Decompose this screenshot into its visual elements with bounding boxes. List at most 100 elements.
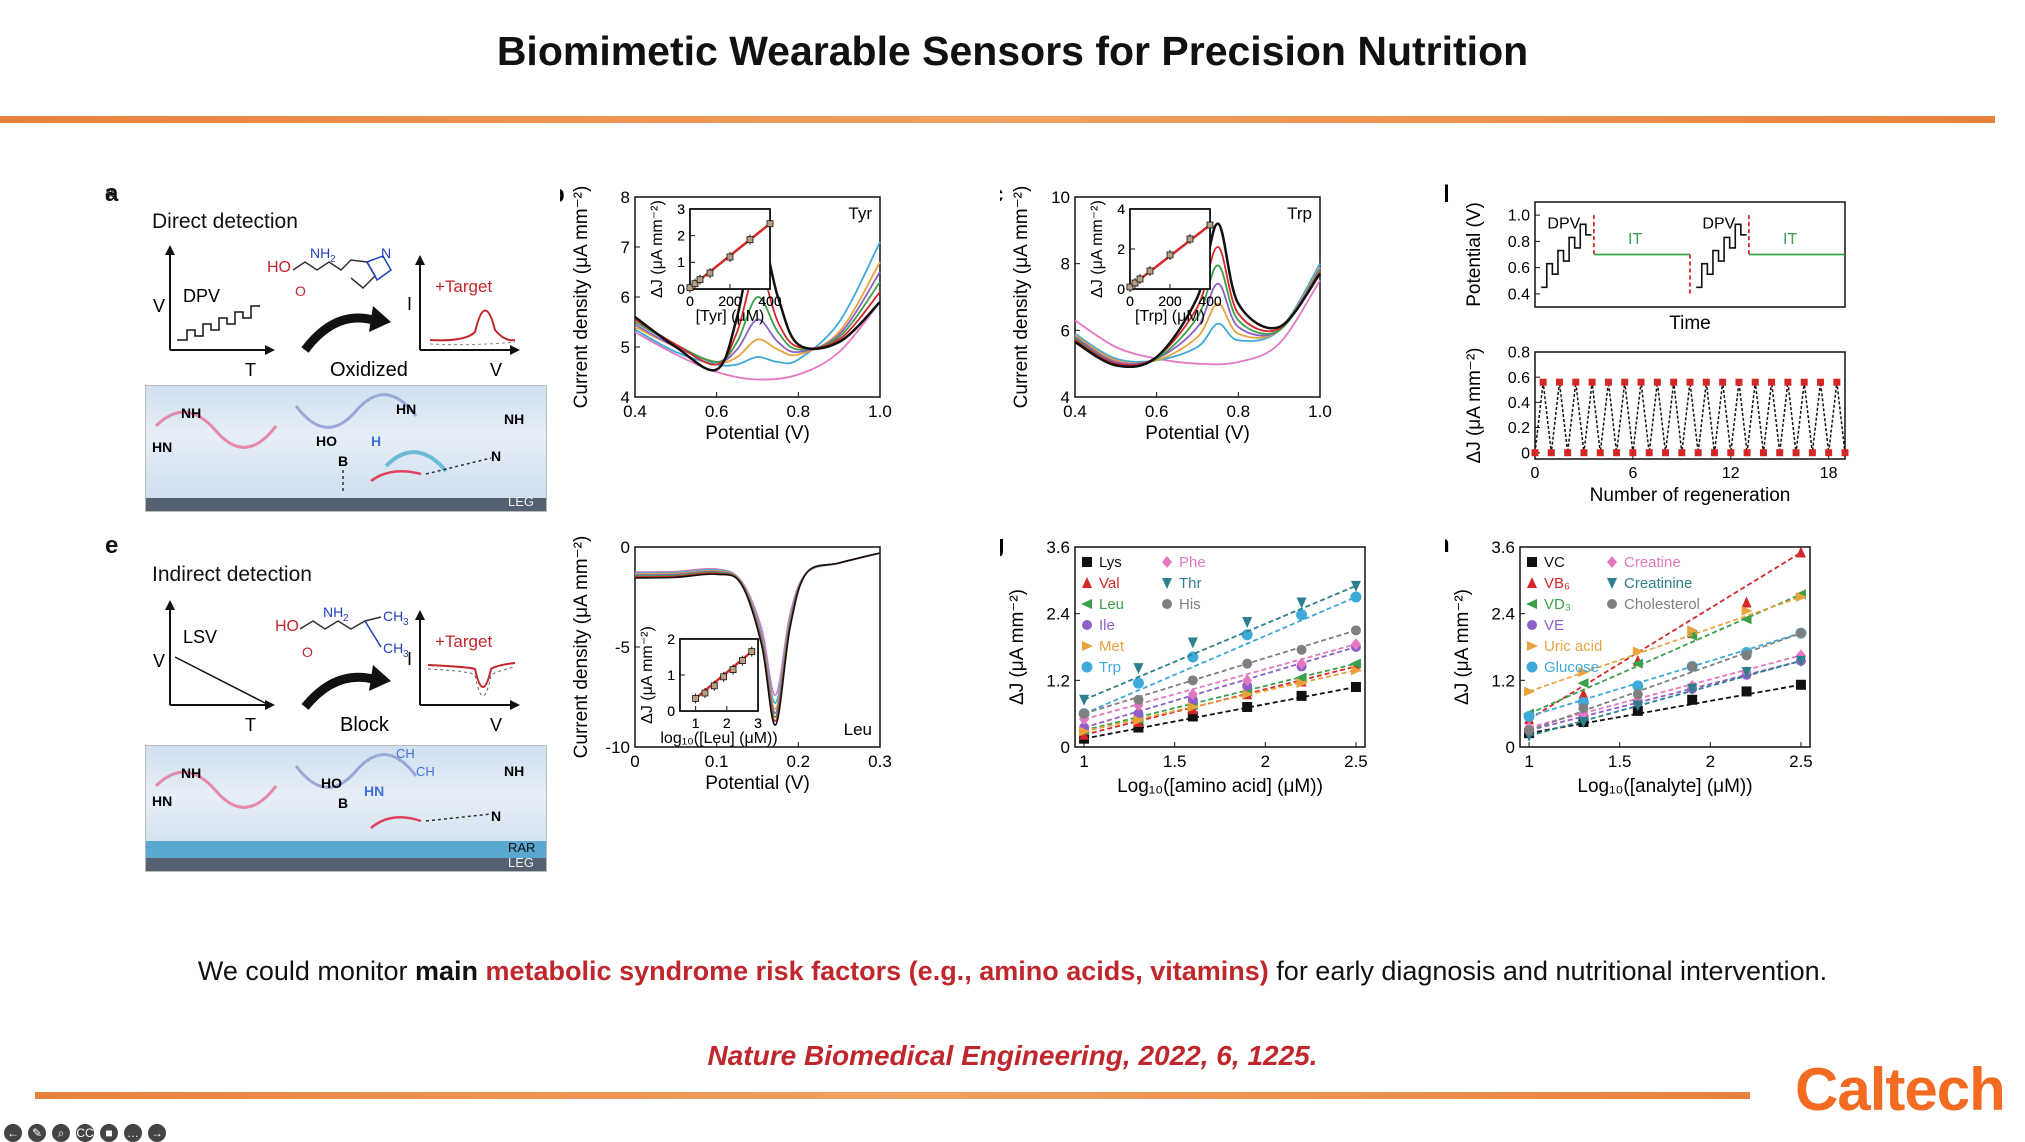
panel-d-bottom-ytick-label: 0.4 — [1508, 395, 1530, 412]
panel-d-dpv-trace — [1696, 223, 1747, 289]
caption-highlight: metabolic syndrome risk factors (e.g., a… — [485, 956, 1269, 986]
panel-h-legend-label: Creatinine — [1624, 575, 1692, 592]
panel-b-ytick-label: 8 — [621, 188, 630, 207]
panel-f-inset-point — [701, 689, 709, 697]
panel-e-rec-nh: NH — [181, 765, 201, 781]
panel-d-regeneration-point — [1629, 449, 1637, 457]
panel-d-regeneration-point — [1645, 449, 1653, 457]
panel-g-fit-line — [1083, 669, 1357, 733]
panel-f-inset-point — [692, 694, 700, 702]
panel-f-inset-ytick-label: 1 — [667, 667, 675, 683]
panel-b-xtick-label: 0.6 — [705, 402, 729, 421]
panel-g-point — [1350, 591, 1362, 603]
panel-b-xtick-label: 1.0 — [868, 402, 892, 421]
panel-h-point — [1578, 667, 1590, 677]
panel-f-inset-xtick-label: 1 — [692, 715, 700, 731]
panel-g-legend-marker — [1162, 556, 1172, 568]
chart-d: d 0.4 0.6 0.8 1.0 DPV IT DPV IT Time Potential (V)… — [1445, 182, 1849, 506]
panel-b-inset-xtick-label: 0 — [686, 293, 694, 309]
panel-d-top-xlabel: Time — [1669, 313, 1711, 334]
panel-h-ytick-label: 3.6 — [1491, 538, 1515, 557]
panel-g-point — [1079, 728, 1090, 740]
panel-d-bottom-ytick-label: 0.6 — [1508, 370, 1530, 387]
panel-h-legend-marker — [1527, 641, 1538, 651]
panel-g-legend-label: Ile — [1099, 617, 1115, 634]
panel-e-letter: e — [105, 532, 119, 559]
panel-f-inset-ytick-label: 1 — [667, 667, 675, 683]
panel-d-regeneration-point — [1580, 449, 1588, 457]
panel-g-xtick-label: 2 — [1261, 752, 1270, 771]
pen-icon[interactable]: ✎ — [28, 1124, 46, 1142]
panel-d-regeneration-point — [1719, 378, 1727, 386]
panel-d-regeneration-point — [1531, 449, 1539, 457]
panel-c-inset-point — [1126, 283, 1134, 291]
panel-h-legend-label: Creatine — [1624, 554, 1681, 571]
panel-a-mol-ho: HO — [267, 259, 291, 276]
panel-g-point — [1133, 699, 1144, 712]
panel-g-point — [1079, 726, 1091, 737]
panel-h-legend-marker — [1526, 661, 1538, 673]
panel-g-point — [1296, 609, 1308, 621]
panel-b-inset-point — [766, 220, 774, 228]
panel-c-xlabel: Potential (V) — [1145, 423, 1250, 444]
panel-g-legend-marker — [1081, 661, 1093, 673]
panel-g-legend-label: Trp — [1099, 659, 1121, 676]
panel-h-legend-label: Glucose — [1544, 659, 1599, 676]
panel-c-inset-ytick-label: 4 — [1117, 201, 1125, 217]
panel-a-rec-nh-right: NH — [504, 411, 524, 427]
panel-h-point — [1578, 703, 1589, 714]
panel-g-point — [1133, 722, 1144, 733]
panel-e-receptor-illustration: NH HN HN HO B CH CH N NH RAR LEG — [145, 745, 547, 872]
panel-e-mol-ch3a: CH — [383, 608, 403, 624]
panel-d-regeneration-point — [1727, 449, 1735, 457]
panel-d-regeneration-point — [1817, 378, 1825, 386]
panel-f-series-line — [634, 552, 881, 726]
panel-d-regeneration-point — [1637, 378, 1645, 386]
panel-d-regeneration-point — [1604, 378, 1612, 386]
panel-b-letter: b — [560, 182, 565, 208]
panel-g-xlabel: Log₁₀([amino acid] (μM)) — [1117, 776, 1323, 797]
captions-icon[interactable]: CC — [76, 1124, 94, 1142]
panel-g-point — [1296, 657, 1307, 670]
back-icon[interactable]: ← — [4, 1124, 22, 1142]
camera-icon[interactable]: ■ — [100, 1124, 118, 1142]
panel-d-regeneration-point — [1841, 449, 1849, 457]
forward-icon[interactable]: → — [148, 1124, 166, 1142]
panel-f-inset-point — [710, 682, 718, 690]
panel-g-legend-label: Thr — [1179, 575, 1202, 592]
panel-h-point — [1524, 686, 1536, 697]
panel-b-ytick-label: 6 — [621, 288, 630, 307]
panel-b-inset-ytick-label: 2 — [677, 228, 685, 244]
panel-g-point — [1187, 688, 1198, 701]
zoom-icon[interactable]: ⌕ — [52, 1124, 70, 1142]
panel-g-ytick-label: 1.2 — [1046, 671, 1070, 690]
panel-d-top-ytick-label: 0.4 — [1508, 286, 1530, 303]
panel-h-legend-marker — [1526, 599, 1537, 609]
panel-e-mol-nh2-sub: 2 — [343, 613, 349, 624]
panel-d-dpv-trace — [1541, 223, 1592, 289]
panel-c-inset-ylabel: ΔJ (μA mm⁻²) — [1089, 200, 1106, 298]
more-icon[interactable]: … — [124, 1124, 142, 1142]
panel-g-point — [1350, 682, 1361, 692]
panel-e-mol-o: O — [302, 644, 313, 660]
panel-c-xtick-label: 0.8 — [1227, 402, 1251, 421]
panel-c-xtick-label: 0.6 — [1145, 402, 1169, 421]
panel-c-inset-point — [1131, 279, 1139, 287]
panel-b-inset-ytick-label: 1 — [677, 254, 685, 270]
panel-b-inset-ytick-label: 3 — [677, 201, 685, 217]
panel-f-xtick-label: 0.3 — [868, 752, 892, 771]
panel-b-inset-ytick-label: 0 — [677, 281, 685, 297]
panel-g-point — [1187, 675, 1198, 686]
panel-e-mol-nh2: NH — [323, 604, 343, 620]
panel-e-rec-ch3: CH — [396, 746, 415, 761]
panel-h-point — [1578, 688, 1589, 700]
panel-h-ytick-label: 0 — [1506, 738, 1515, 757]
panel-b-series-line — [634, 281, 881, 363]
panel-d-regeneration-point — [1768, 378, 1776, 386]
panel-h-point — [1795, 628, 1806, 639]
panel-h-point — [1631, 658, 1643, 669]
panel-c-ytick-label: 10 — [1051, 188, 1070, 207]
panel-g-legend-marker — [1162, 578, 1172, 589]
panel-f-inset-point — [720, 673, 728, 681]
